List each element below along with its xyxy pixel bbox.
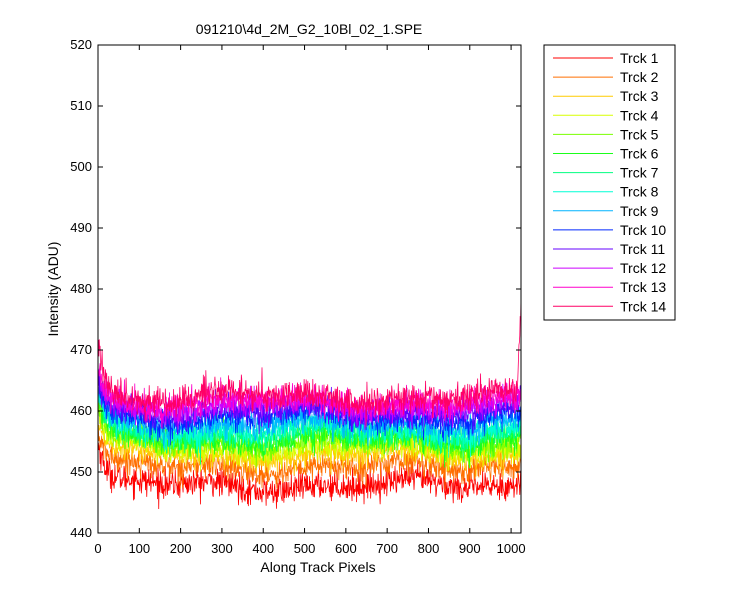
x-axis-label: Along Track Pixels <box>260 559 375 575</box>
y-tick-label: 480 <box>70 281 92 296</box>
x-tick-label: 800 <box>418 541 440 556</box>
legend-label: Trck 3 <box>620 88 659 104</box>
x-tick-label: 500 <box>294 541 316 556</box>
x-tick-label: 200 <box>170 541 192 556</box>
x-axis: 0 100 200 300 400 500 600 700 800 900 1000 <box>94 45 526 556</box>
y-tick-label: 510 <box>70 98 92 113</box>
y-axis-label: Intensity (ADU) <box>45 242 61 337</box>
x-tick-label: 600 <box>335 541 357 556</box>
x-tick-label: 1000 <box>497 541 526 556</box>
series-layer <box>98 297 521 510</box>
legend-label: Trck 7 <box>620 165 659 181</box>
y-axis: 440 450 460 470 480 490 500 510 520 <box>70 37 521 540</box>
y-tick-label: 460 <box>70 403 92 418</box>
legend-label: Trck 8 <box>620 184 659 200</box>
chart-title: 091210\4d_2M_G2_10Bl_02_1.SPE <box>196 21 423 37</box>
legend: Trck 1 Trck 2 Trck 3 Trck 4 Trck 5 Trck 6 Trck… <box>543 44 676 321</box>
legend-label: Trck 5 <box>620 126 659 142</box>
y-tick-label: 470 <box>70 342 92 357</box>
legend-label: Trck 4 <box>620 107 659 123</box>
legend-label: Trck 13 <box>620 279 666 295</box>
x-tick-label: 900 <box>459 541 481 556</box>
y-tick-label: 440 <box>70 525 92 540</box>
x-tick-label: 100 <box>128 541 150 556</box>
x-tick-label: 0 <box>94 541 101 556</box>
legend-label: Trck 14 <box>620 298 666 314</box>
legend-label: Trck 6 <box>620 146 659 162</box>
legend-label: Trck 11 <box>620 241 665 257</box>
x-tick-label: 700 <box>376 541 398 556</box>
series-line-14 <box>98 297 521 428</box>
x-tick-label: 400 <box>252 541 274 556</box>
legend-label: Trck 1 <box>620 50 659 66</box>
x-tick-label: 300 <box>211 541 233 556</box>
legend-box <box>543 44 676 321</box>
y-tick-label: 490 <box>70 220 92 235</box>
legend-label: Trck 9 <box>620 203 659 219</box>
legend-label: Trck 2 <box>620 69 659 85</box>
y-tick-label: 500 <box>70 159 92 174</box>
y-tick-label: 520 <box>70 37 92 52</box>
legend-label: Trck 10 <box>620 222 666 238</box>
series-line-1 <box>98 442 521 510</box>
y-tick-label: 450 <box>70 464 92 479</box>
legend-label: Trck 12 <box>620 260 666 276</box>
